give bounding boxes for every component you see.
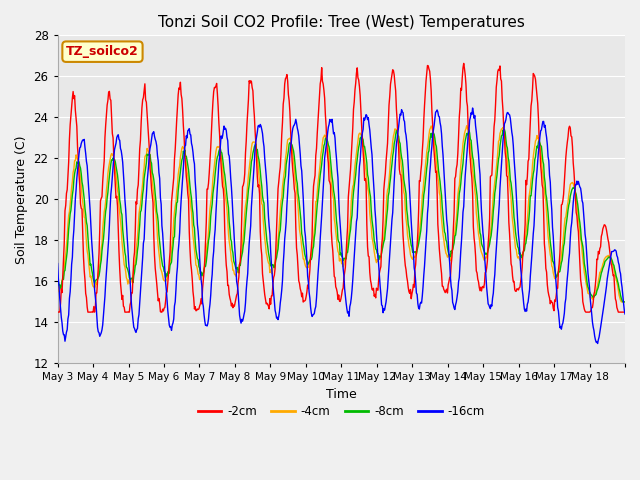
- X-axis label: Time: Time: [326, 388, 356, 401]
- Legend: -2cm, -4cm, -8cm, -16cm: -2cm, -4cm, -8cm, -16cm: [193, 401, 490, 423]
- Text: TZ_soilco2: TZ_soilco2: [66, 45, 139, 58]
- Title: Tonzi Soil CO2 Profile: Tree (West) Temperatures: Tonzi Soil CO2 Profile: Tree (West) Temp…: [158, 15, 525, 30]
- Y-axis label: Soil Temperature (C): Soil Temperature (C): [15, 135, 28, 264]
